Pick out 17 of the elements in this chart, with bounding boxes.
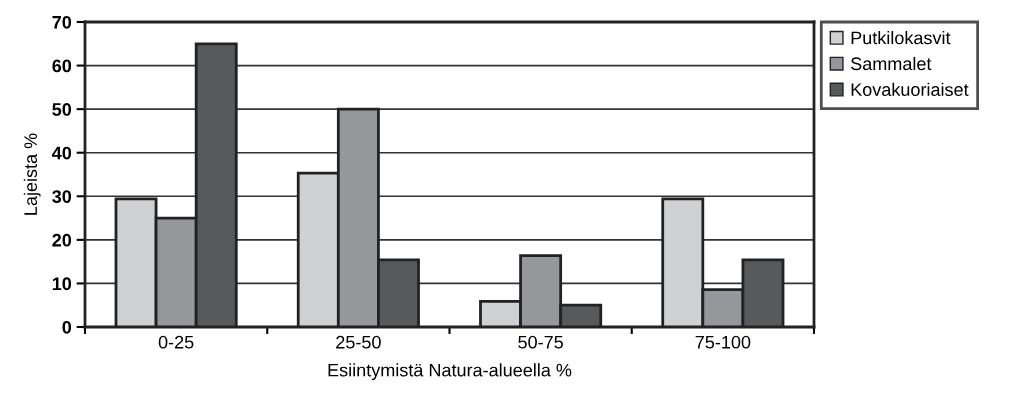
y-axis-title: Lajeista % — [23, 133, 41, 215]
y-tick-label: 50 — [52, 103, 72, 116]
y-tick-label: 40 — [52, 146, 72, 160]
legend-label: Putkilokasvit — [851, 31, 951, 45]
x-tick-label: 0-25 — [158, 335, 194, 349]
y-tick-label: 60 — [52, 59, 72, 73]
x-tick-label: 25-50 — [336, 335, 381, 349]
y-tick-label: 70 — [52, 15, 72, 29]
legend-label: Kovakuoriaiset — [851, 82, 969, 97]
legend-label: Sammalet — [851, 56, 932, 71]
x-tick-label: 50-75 — [518, 335, 563, 349]
y-tick-label: 30 — [52, 190, 72, 204]
y-tick-label: 20 — [52, 233, 72, 247]
x-axis-title: Esiintymistä Natura-alueella % — [328, 363, 572, 381]
y-tick-label: 10 — [52, 277, 72, 291]
y-tick-label: 0 — [62, 320, 72, 334]
x-tick-label: 75-100 — [695, 335, 751, 349]
